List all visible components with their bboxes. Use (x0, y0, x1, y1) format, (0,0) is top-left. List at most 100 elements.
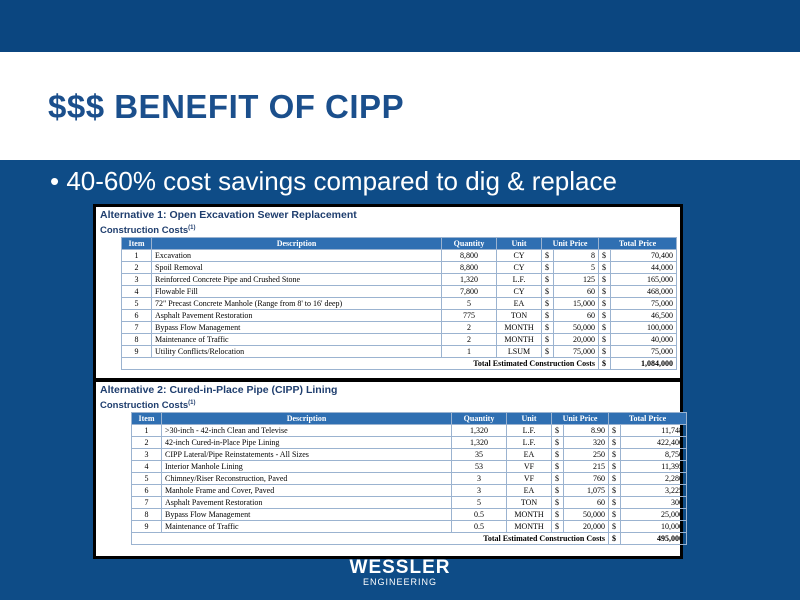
cell: 1 (441, 345, 497, 358)
cell: L.F. (506, 436, 552, 449)
header-row: Item Description Quantity Unit Unit Price Tot… (121, 237, 677, 250)
cell: 422,400 (620, 436, 687, 449)
cell: Manhole Frame and Cover, Paved (161, 484, 452, 497)
total-value: 495,000 (620, 532, 687, 545)
cell: Chimney/Riser Reconstruction, Paved (161, 472, 452, 485)
cell: 760 (563, 472, 609, 485)
subtitle-text: Construction Costs (100, 225, 189, 237)
cell: 5 (121, 297, 152, 310)
cell: Asphalt Pavement Restoration (151, 309, 442, 322)
cell: EA (496, 297, 542, 310)
cell: 0.5 (451, 508, 507, 521)
cell: 60 (563, 496, 609, 509)
cell: 1 (131, 424, 162, 437)
cell: 42-inch Cured-in-Place Pipe Lining (161, 436, 452, 449)
cell: $ (598, 333, 611, 346)
cell: MONTH (496, 333, 542, 346)
cell: $ (598, 321, 611, 334)
cell: Flowable Fill (151, 285, 442, 298)
cell: $ (541, 273, 554, 286)
cell: 10,000 (620, 520, 687, 533)
cell: $ (551, 460, 564, 473)
cell: $ (541, 333, 554, 346)
cell: 5 (451, 496, 507, 509)
cell: 6 (131, 484, 162, 497)
cell: 3 (131, 448, 162, 461)
cell: 468,000 (610, 285, 677, 298)
cell: Asphalt Pavement Restoration (161, 496, 452, 509)
table-row: 2 42-inch Cured-in-Place Pipe Lining 1,320… (131, 436, 687, 449)
cell: 35 (451, 448, 507, 461)
cell: 250 (563, 448, 609, 461)
cell: 15,000 (553, 297, 599, 310)
cell: $ (551, 496, 564, 509)
cell: $ (551, 484, 564, 497)
bullet-text: 40-60% cost savings compared to dig & re… (66, 166, 617, 196)
cell: Utility Conflicts/Relocation (151, 345, 442, 358)
cell: L.F. (506, 424, 552, 437)
cell: VF (506, 460, 552, 473)
cell: 5 (131, 472, 162, 485)
cell: CY (496, 285, 542, 298)
cell: 50,000 (563, 508, 609, 521)
cell: $ (608, 508, 621, 521)
table-row: 4 Interior Manhole Lining 53 VF $215 $11,395 (131, 460, 687, 473)
cell: 7 (131, 496, 162, 509)
cell: $ (598, 309, 611, 322)
column-header: Quantity (441, 237, 497, 250)
cell: TON (496, 309, 542, 322)
table-row: 1 Excavation 8,800 CY $8 $70,400 (121, 249, 677, 262)
cell: Maintenance of Traffic (161, 520, 452, 533)
table-row: 3 CIPP Lateral/Pipe Reinstatements - All … (131, 448, 687, 461)
cell: $ (608, 424, 621, 437)
cell: $ (608, 484, 621, 497)
cell: $ (608, 436, 621, 449)
panel-title: Alternative 1: Open Excavation Sewer Rep… (100, 209, 357, 221)
cell: $ (598, 345, 611, 358)
cell: EA (506, 448, 552, 461)
cell: CIPP Lateral/Pipe Reinstatements - All S… (161, 448, 452, 461)
table-row: 2 Spoil Removal 8,800 CY $5 $44,000 (121, 261, 677, 274)
cell: 165,000 (610, 273, 677, 286)
column-header: Unit Price (541, 237, 599, 250)
cell: $ (541, 345, 554, 358)
cell: 25,000 (620, 508, 687, 521)
cell: 100,000 (610, 321, 677, 334)
table-row: 5 72" Precast Concrete Manhole (Range fro… (121, 297, 677, 310)
cell: 3 (451, 472, 507, 485)
cell: 11,748 (620, 424, 687, 437)
cell: $ (598, 297, 611, 310)
table-row: 6 Manhole Frame and Cover, Paved 3 EA $1,075… (131, 484, 687, 497)
cell: $ (551, 508, 564, 521)
cell: MONTH (496, 321, 542, 334)
cell: $ (608, 472, 621, 485)
cell: 1,075 (563, 484, 609, 497)
cell: >30-inch - 42-inch Clean and Televise (161, 424, 452, 437)
cell: 3,225 (620, 484, 687, 497)
panel-subtitle: Construction Costs(1) (100, 400, 195, 411)
cell: MONTH (506, 520, 552, 533)
cell: 2,280 (620, 472, 687, 485)
table-row: 7 Bypass Flow Management 2 MONTH $50,000 $100… (121, 321, 677, 334)
cell: $ (598, 249, 611, 262)
cell: $ (541, 249, 554, 262)
cell: CY (496, 261, 542, 274)
table-row: 3 Reinforced Concrete Pipe and Crushed St… (121, 273, 677, 286)
cell: 8 (131, 508, 162, 521)
cell: 5 (441, 297, 497, 310)
cell: 8,750 (620, 448, 687, 461)
cell: 8,800 (441, 261, 497, 274)
cell: 20,000 (563, 520, 609, 533)
column-header: Description (151, 237, 442, 250)
cell: 215 (563, 460, 609, 473)
cell: 75,000 (553, 345, 599, 358)
cell: 3 (451, 484, 507, 497)
column-header: Unit Price (551, 412, 609, 425)
cell: 50,000 (553, 321, 599, 334)
table-row: 8 Maintenance of Traffic 2 MONTH $20,000 $40,… (121, 333, 677, 346)
slide-title: $$$ BENEFIT OF CIPP (48, 88, 405, 125)
cost-table: Item Description Quantity Unit Unit Price Tot… (121, 237, 677, 370)
cell: 7 (121, 321, 152, 334)
panel-subtitle: Construction Costs(1) (100, 225, 195, 236)
